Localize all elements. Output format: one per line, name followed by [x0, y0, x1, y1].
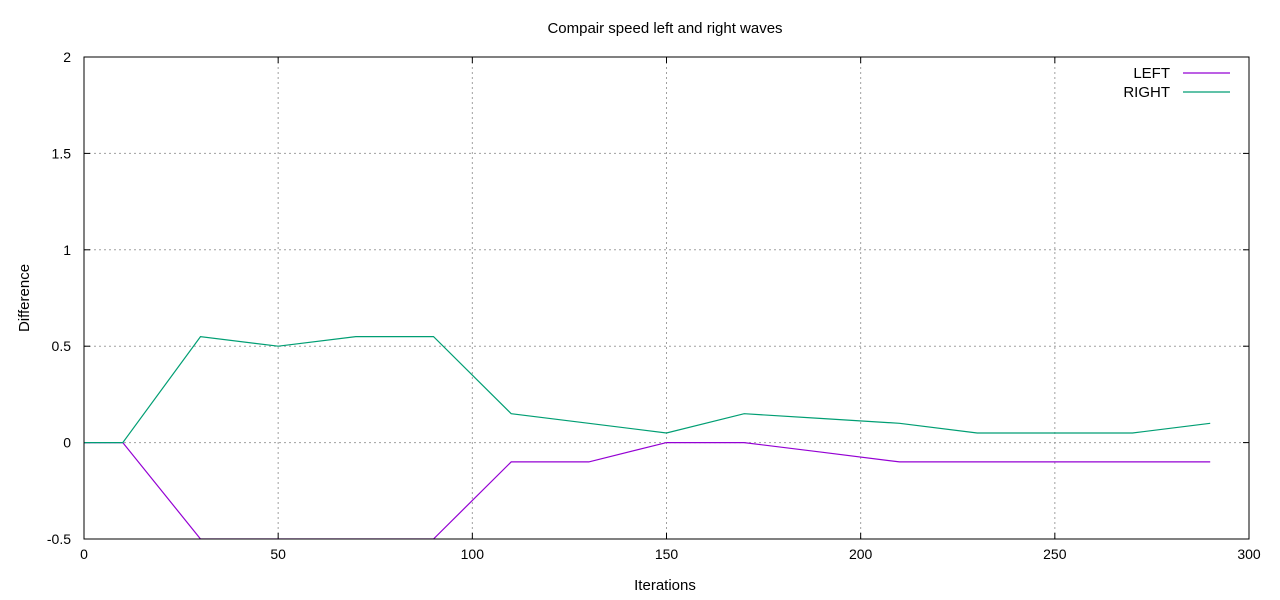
x-tick-label: 200 — [849, 546, 873, 562]
chart-title: Compair speed left and right waves — [547, 20, 782, 37]
legend-label: RIGHT — [1123, 84, 1170, 101]
y-tick-label: -0.5 — [47, 531, 71, 547]
x-tick-label: 250 — [1043, 546, 1067, 562]
series-line-left — [84, 442, 1211, 539]
x-tick-label: 300 — [1237, 546, 1261, 562]
series-layer — [84, 335, 1211, 539]
y-tick-label: 0 — [63, 435, 71, 451]
x-tick-label: 0 — [80, 546, 88, 562]
x-axis-label: Iterations — [634, 577, 696, 594]
y-tick-label: 1.5 — [52, 145, 72, 161]
y-tick-labels: -0.5 0 0.5 1 1.5 2 — [47, 49, 71, 547]
x-tick-label: 100 — [461, 546, 485, 562]
y-axis-label: Difference — [16, 264, 33, 332]
series-line-right — [84, 335, 1211, 444]
x-tick-label: 150 — [655, 546, 679, 562]
x-tick-labels: 0 50 100 150 200 250 300 — [80, 546, 1261, 562]
y-tick-label: 2 — [63, 49, 71, 65]
y-tick-label: 1 — [63, 242, 71, 258]
x-tick-label: 50 — [270, 546, 286, 562]
plot-frame — [83, 56, 1250, 540]
legend: LEFT RIGHT — [1123, 65, 1230, 101]
y-tick-label: 0.5 — [52, 338, 72, 354]
legend-label: LEFT — [1133, 65, 1170, 82]
grid — [84, 57, 1249, 539]
